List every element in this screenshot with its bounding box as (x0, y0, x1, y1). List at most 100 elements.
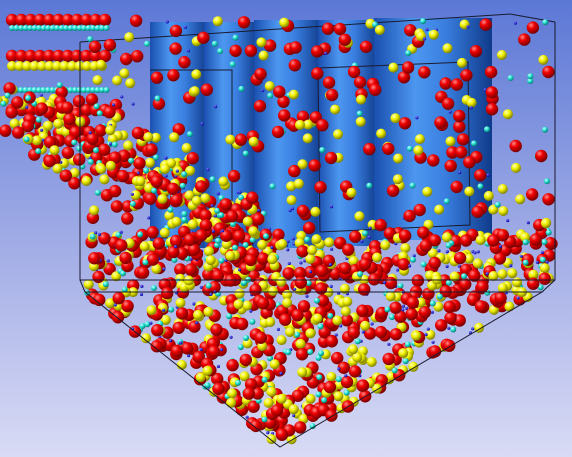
cyan-particle (263, 233, 269, 240)
red-particle (150, 71, 164, 84)
red-particle (199, 219, 212, 232)
yellow-particle (258, 50, 269, 61)
yellow-particle (393, 153, 404, 164)
red-particle (356, 304, 369, 317)
yellow-particle (181, 143, 192, 153)
front-wireframe (79, 22, 556, 448)
red-particle (89, 49, 102, 63)
red-particle (88, 252, 101, 265)
blue-particle (256, 208, 260, 212)
red-particle (315, 264, 329, 278)
cyan-particle (507, 75, 514, 81)
yellow-particle (233, 299, 244, 310)
cyan-particle (81, 25, 87, 31)
red-particle (479, 18, 492, 31)
blue-particle (308, 270, 313, 274)
red-particle (226, 359, 239, 372)
red-particle (98, 232, 111, 245)
red-particle (103, 38, 117, 52)
red-particle (211, 269, 224, 282)
yellow-particle (52, 163, 63, 174)
yellow-particle (528, 269, 539, 280)
red-particle (474, 300, 488, 313)
red-particle (386, 184, 400, 197)
blue-particle (426, 327, 430, 331)
blue-particle (287, 261, 291, 266)
red-particle (5, 106, 18, 119)
yellow-particle (96, 164, 107, 175)
red-particle (254, 331, 267, 344)
red-particle (63, 112, 76, 126)
yellow-particle (42, 120, 53, 131)
cyan-particle (404, 341, 411, 348)
blue-particle (408, 264, 412, 268)
yellow-particle (496, 50, 507, 60)
yellow-particle (151, 264, 162, 274)
yellow-particle (184, 190, 195, 201)
red-particle (33, 13, 47, 27)
blue-particle (424, 332, 428, 337)
cyan-particle (214, 207, 221, 214)
blue-particle (476, 250, 480, 254)
red-particle (468, 269, 481, 282)
red-particle (150, 340, 163, 353)
red-particle (24, 13, 37, 27)
red-particle (172, 321, 185, 334)
red-particle (169, 42, 182, 55)
red-particle (174, 263, 187, 276)
cyan-particle (391, 367, 398, 374)
red-particle (73, 153, 86, 166)
cyan-particle (89, 233, 96, 240)
wire-edge (541, 279, 556, 293)
cyan-particle (25, 95, 32, 102)
cyan-particle (204, 382, 211, 389)
cyan-particle (237, 344, 244, 351)
yellow-particle (221, 239, 232, 250)
cyan-particle (85, 25, 92, 31)
cyan-particle (354, 338, 361, 345)
blue-particle (367, 235, 371, 239)
red-particle (450, 180, 463, 194)
cyan-particle (238, 85, 245, 92)
yellow-particle (422, 186, 433, 197)
blue-particle (131, 102, 135, 106)
blue-particle (431, 340, 435, 344)
red-particle (368, 273, 381, 286)
cyan-particle (45, 87, 51, 93)
yellow-particle (135, 176, 146, 187)
red-particle (383, 227, 397, 240)
cyan-particle (137, 231, 144, 238)
cyan-particle (40, 87, 47, 93)
red-particle (398, 229, 412, 242)
blue-particle (469, 106, 473, 110)
red-particle (33, 49, 47, 63)
blue-particle (106, 259, 110, 263)
red-particle (428, 345, 442, 358)
red-particle (195, 180, 208, 193)
cyan-particle (356, 110, 363, 117)
blue-particle (266, 431, 270, 435)
cyan-particle (93, 103, 100, 110)
cyan-particle (71, 139, 78, 146)
particles (0, 13, 558, 445)
cyan-particle (36, 25, 42, 31)
red-particle (294, 421, 307, 434)
red-particle (187, 243, 201, 256)
red-particle (232, 230, 246, 243)
cyan-particle (167, 206, 174, 213)
blue-particle (387, 342, 391, 346)
red-particle (219, 198, 233, 211)
red-particle (439, 77, 452, 90)
yellow-particle (388, 62, 399, 73)
cyan-particle (314, 297, 320, 304)
cyan-particle (235, 379, 241, 386)
red-particle (244, 378, 258, 391)
red-particle (404, 24, 417, 37)
yellow-particle (257, 239, 268, 250)
cyan-particle (309, 423, 316, 430)
red-particle (234, 133, 248, 146)
cyan-particle (405, 50, 412, 57)
red-particle (333, 22, 347, 36)
red-particle (98, 13, 112, 27)
red-particle (242, 387, 255, 400)
